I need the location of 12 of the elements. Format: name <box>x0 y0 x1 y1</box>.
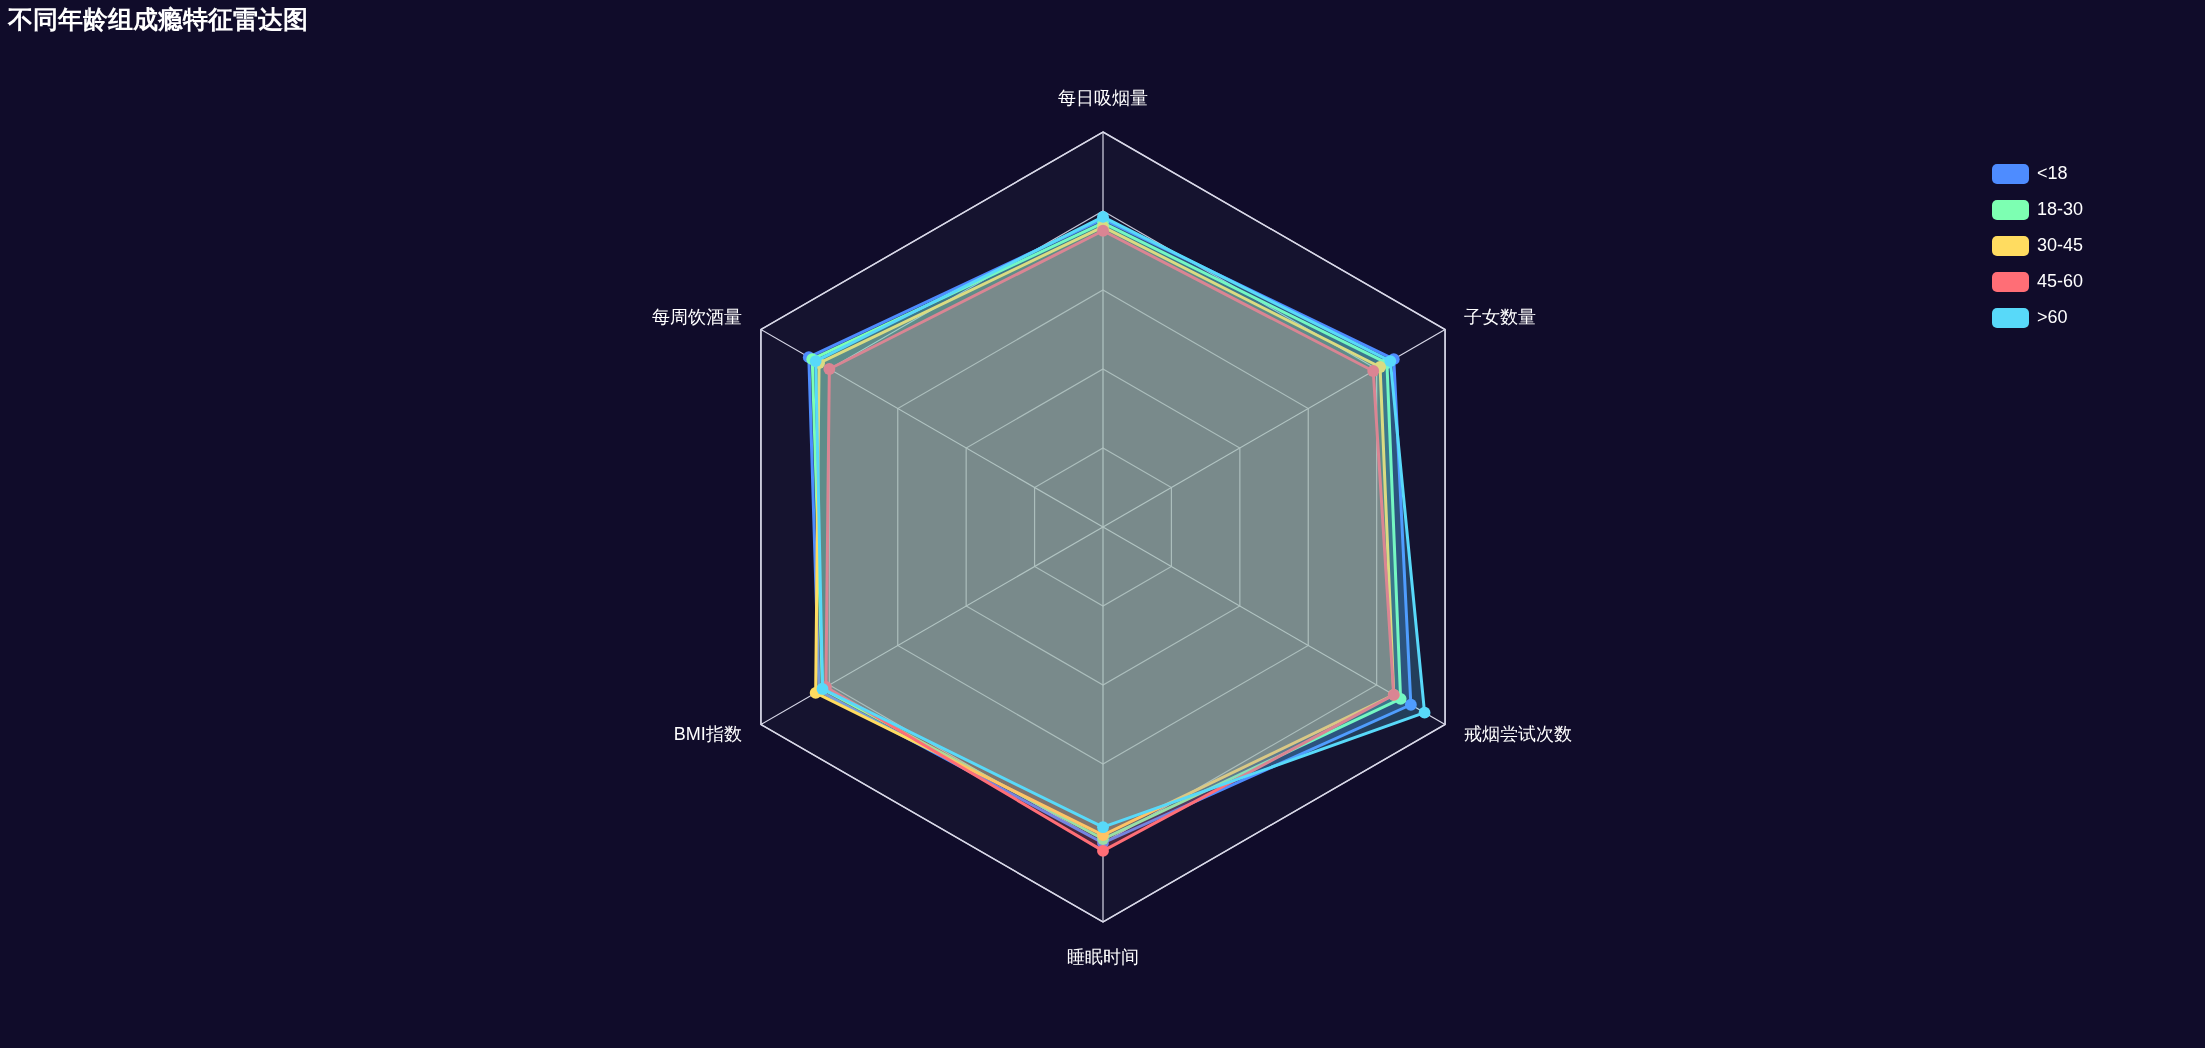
spoke-label: 睡眠时间 <box>1067 946 1139 967</box>
legend-label: 45-60 <box>2037 270 2084 291</box>
spoke-label: 子女数量 <box>1464 307 1537 328</box>
spoke-label: BMI指数 <box>673 724 742 745</box>
legend-label: <18 <box>2037 162 2068 183</box>
spoke-label: 戒烟尝试次数 <box>1464 724 1573 745</box>
spoke-label: 每周饮酒量 <box>651 307 742 328</box>
legend-label: >60 <box>2037 306 2068 327</box>
spoke-label: 每日吸烟量 <box>1058 88 1148 108</box>
legend-label: 30-45 <box>2037 234 2084 255</box>
text: 不同年龄组成瘾特征雷达图 <box>7 5 308 33</box>
legend-label: 18-30 <box>2037 198 2084 219</box>
